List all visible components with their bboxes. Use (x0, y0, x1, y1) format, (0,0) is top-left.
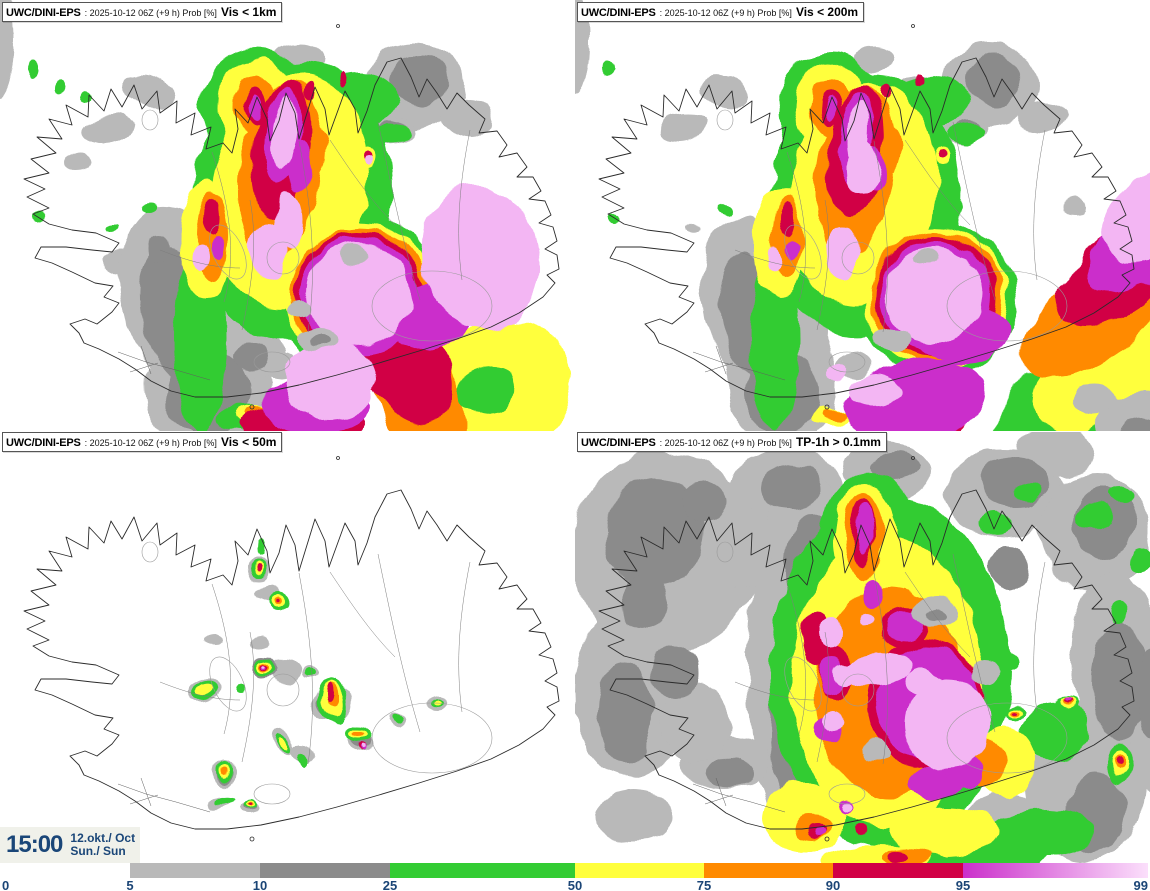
map-panel-vis-200m (575, 0, 1150, 431)
colorbar-tick-10: 10 (252, 878, 268, 891)
run-info: : 2025-10-12 06Z (+9 h) Prob [%] (84, 438, 217, 448)
base-map (598, 456, 1135, 842)
panel-title-vis-200m: UWC/DINI-EPS: 2025-10-12 06Z (+9 h) Prob… (577, 2, 865, 22)
colorbar-tick-5: 5 (126, 878, 134, 891)
colorbar-segment-50-75 (575, 863, 704, 878)
valid-date-line2: Sun./ Sun (70, 844, 126, 858)
colorbar-tick-95: 95 (955, 878, 971, 891)
valid-date-line1: 12.okt./ Oct (70, 831, 136, 846)
base-map (598, 24, 1135, 410)
probability-field (575, 432, 1150, 863)
probability-legend: 0 5 10 25 50 75 90 95 99 (0, 863, 1150, 891)
run-info: : 2025-10-12 06Z (+9 h) Prob [%] (659, 438, 792, 448)
colorbar-segment-90-95 (833, 863, 963, 878)
variable-label: Vis < 1km (220, 5, 277, 19)
colorbar-segment-10-25 (260, 863, 390, 878)
probability-field (575, 0, 1150, 431)
run-info: : 2025-10-12 06Z (+9 h) Prob [%] (84, 8, 217, 18)
colorbar-tick-25: 25 (382, 878, 398, 891)
colorbar-tick-0: 0 (2, 878, 10, 891)
colorbar-tick-99: 99 (1133, 878, 1148, 891)
map-canvas (575, 432, 1150, 863)
model-name: UWC/DINI-EPS (6, 7, 81, 19)
map-panel-tp-1h (575, 432, 1150, 863)
colorbar-tick-50: 50 (567, 878, 583, 891)
variable-label: Vis < 50m (220, 435, 277, 449)
colorbar-segment-0-5 (2, 863, 130, 878)
valid-time-box: 15:00 12.okt./ Oct Sun./ Sun (0, 827, 140, 863)
panel-title-vis-1km: UWC/DINI-EPS: 2025-10-12 06Z (+9 h) Prob… (2, 2, 283, 22)
base-map (23, 24, 560, 410)
colorbar-tick-75: 75 (696, 878, 712, 891)
probability-field (0, 0, 572, 431)
colorbar-segment-5-10 (130, 863, 260, 878)
colorbar-segment-75-90 (704, 863, 833, 878)
map-panel-vis-50m (0, 432, 575, 863)
run-info: : 2025-10-12 06Z (+9 h) Prob [%] (659, 8, 792, 18)
map-canvas (0, 0, 572, 431)
model-name: UWC/DINI-EPS (581, 437, 656, 449)
valid-time: 15:00 (6, 831, 63, 858)
map-canvas (575, 0, 1150, 431)
variable-label: TP-1h > 0.1mm (795, 435, 881, 449)
panel-title-vis-50m: UWC/DINI-EPS: 2025-10-12 06Z (+9 h) Prob… (2, 432, 283, 452)
variable-label: Vis < 200m (795, 5, 859, 19)
model-name: UWC/DINI-EPS (6, 437, 81, 449)
colorbar-segment-25-50 (390, 863, 575, 878)
map-canvas (23, 456, 560, 842)
valid-date: 12.okt./ Oct Sun./ Sun (70, 832, 135, 857)
map-panel-vis-1km (0, 0, 575, 431)
probability-colorbar: 0 5 10 25 50 75 90 95 99 (0, 863, 1150, 891)
base-map (23, 456, 560, 842)
probability-field (187, 541, 447, 816)
panel-title-tp-1h: UWC/DINI-EPS: 2025-10-12 06Z (+9 h) Prob… (577, 432, 887, 452)
colorbar-tick-90: 90 (825, 878, 841, 891)
model-name: UWC/DINI-EPS (581, 7, 656, 19)
colorbar-segment-95-99 (963, 863, 1148, 878)
